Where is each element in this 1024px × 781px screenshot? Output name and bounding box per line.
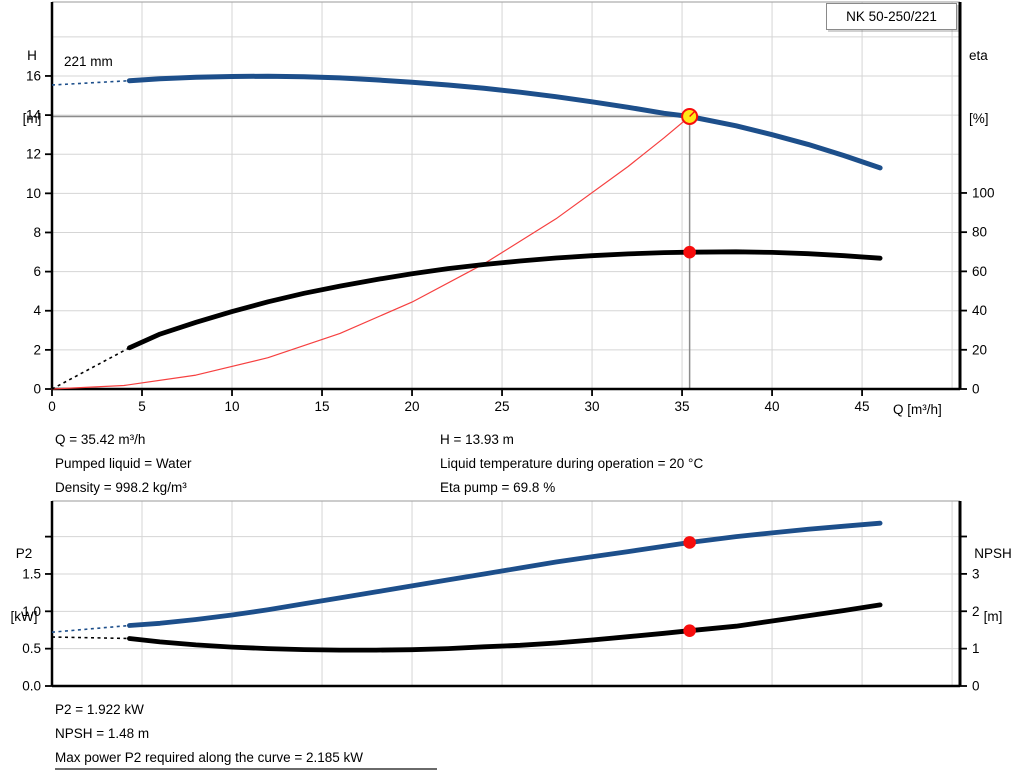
x-axis-tick-label: 45: [855, 399, 870, 414]
left-axis-tick-label: 0.5: [22, 641, 41, 656]
flow-axis-label: Q [m³/h]: [893, 402, 942, 417]
right-axis-tick-label: 2: [972, 604, 980, 619]
right-axis-tick-label: 1: [972, 641, 980, 656]
right-axis-tick-label: 20: [972, 342, 987, 357]
left-axis-tick-label: 10: [26, 186, 41, 201]
annotation-q: Q = 35.42 m³/h: [55, 432, 146, 447]
p2-axis-label: P2 [kW]: [2, 501, 46, 669]
npsh-axis-label-line2: [m]: [983, 609, 1003, 624]
p2-npsh-chart: 0.0 0.5 1.0 1.5 0 1 2 3: [22, 500, 980, 694]
x-axis-tick-label: 30: [585, 399, 600, 414]
head-axis-label-line1: H: [27, 48, 37, 63]
x-axis-tick-label: 35: [675, 399, 690, 414]
p2-axis-label-line1: P2: [15, 546, 33, 561]
p2-curve: [127, 520, 883, 628]
hq-efficiency-chart: 0 2 4 6 8 10 12 14 16 0 20 40 60 80 100 0 5 10 15 20 25 30 35 4…: [26, 1, 995, 414]
eta-axis-label-line2: [%]: [969, 111, 989, 126]
eta-axis-label-line1: eta: [969, 48, 988, 63]
left-axis-tick-label: 1.5: [22, 566, 41, 581]
right-axis-tick-label: 60: [972, 264, 987, 279]
left-axis-tick-label: 0.0: [22, 679, 41, 694]
left-axis-tick-label: 1.0: [22, 604, 41, 619]
annotation-pumped-liquid: Pumped liquid = Water: [55, 456, 192, 471]
x-axis-tick-label: 0: [48, 399, 56, 414]
annotation-npsh: NPSH = 1.48 m: [55, 726, 150, 741]
annotation-p2: P2 = 1.922 kW: [55, 702, 144, 717]
npsh-axis-label-line1: NPSH: [974, 546, 1012, 561]
right-axis-tick-label: 0: [972, 679, 980, 694]
x-axis-tick-label: 25: [495, 399, 510, 414]
head-curve-lead-dashed: [51, 79, 130, 86]
left-axis-tick-label: 2: [33, 342, 41, 357]
head-axis-label-line2: [m]: [22, 111, 42, 126]
x-axis-tick-label: 5: [138, 399, 146, 414]
system-curve: [51, 115, 691, 390]
left-axis-tick-label: 12: [26, 147, 41, 162]
duty-annotations-left: Q = 35.42 m³/h Pumped liquid = Water Den…: [55, 428, 191, 500]
pump-type-box: NK 50-250/221: [826, 3, 957, 30]
x-axis-tick-label: 10: [225, 399, 240, 414]
head-curve: [126, 73, 883, 171]
x-axis-tick-label: 15: [315, 399, 330, 414]
p2-curve-lead-dashed: [51, 624, 130, 633]
right-axis-tick-label: 100: [972, 185, 995, 200]
head-axis-label: H [m]: [12, 3, 52, 171]
annotation-density: Density = 998.2 kg/m³: [55, 480, 187, 495]
annotation-max-power: Max power P2 required along the curve = …: [55, 750, 364, 765]
partial-box-border: [55, 768, 437, 770]
left-axis-tick-label: 4: [33, 303, 41, 318]
annotation-eta: Eta pump = 69.8 %: [440, 480, 556, 495]
x-axis-tick-label: 40: [765, 399, 780, 414]
left-axis-tick-label: 14: [26, 108, 42, 123]
p2-point-marker: [683, 536, 696, 549]
efficiency-curve-lead-dashed: [51, 347, 130, 390]
eta-axis-label: eta [%]: [969, 3, 1019, 171]
left-axis-tick-label: 6: [33, 264, 41, 279]
npsh-axis-label: NPSH [m]: [963, 501, 1023, 669]
left-axis-tick-label: 0: [33, 382, 41, 397]
right-axis-tick-label: 3: [972, 566, 980, 581]
efficiency-point-marker: [683, 245, 696, 259]
impeller-diameter-label: 221 mm: [64, 54, 113, 69]
npsh-curve: [127, 602, 883, 653]
efficiency-curve: [127, 249, 883, 351]
duty-point-wedge: [689, 110, 696, 117]
npsh-point-marker: [683, 624, 696, 637]
annotation-temperature: Liquid temperature during operation = 20…: [440, 456, 704, 471]
left-axis-tick-label: 8: [33, 225, 41, 240]
p2-axis-label-line2: [kW]: [10, 609, 38, 624]
power-annotations: P2 = 1.922 kW NPSH = 1.48 m Max power P2…: [55, 698, 363, 770]
right-axis-tick-label: 80: [972, 225, 987, 240]
annotation-head: H = 13.93 m: [440, 432, 514, 447]
right-axis-tick-label: 0: [972, 382, 980, 397]
right-axis-tick-label: 40: [972, 303, 987, 318]
npsh-curve-lead-dashed: [51, 636, 130, 640]
duty-annotations-right: H = 13.93 m Liquid temperature during op…: [440, 428, 703, 500]
x-axis-tick-label: 20: [405, 399, 420, 414]
left-axis-tick-label: 16: [26, 68, 41, 83]
